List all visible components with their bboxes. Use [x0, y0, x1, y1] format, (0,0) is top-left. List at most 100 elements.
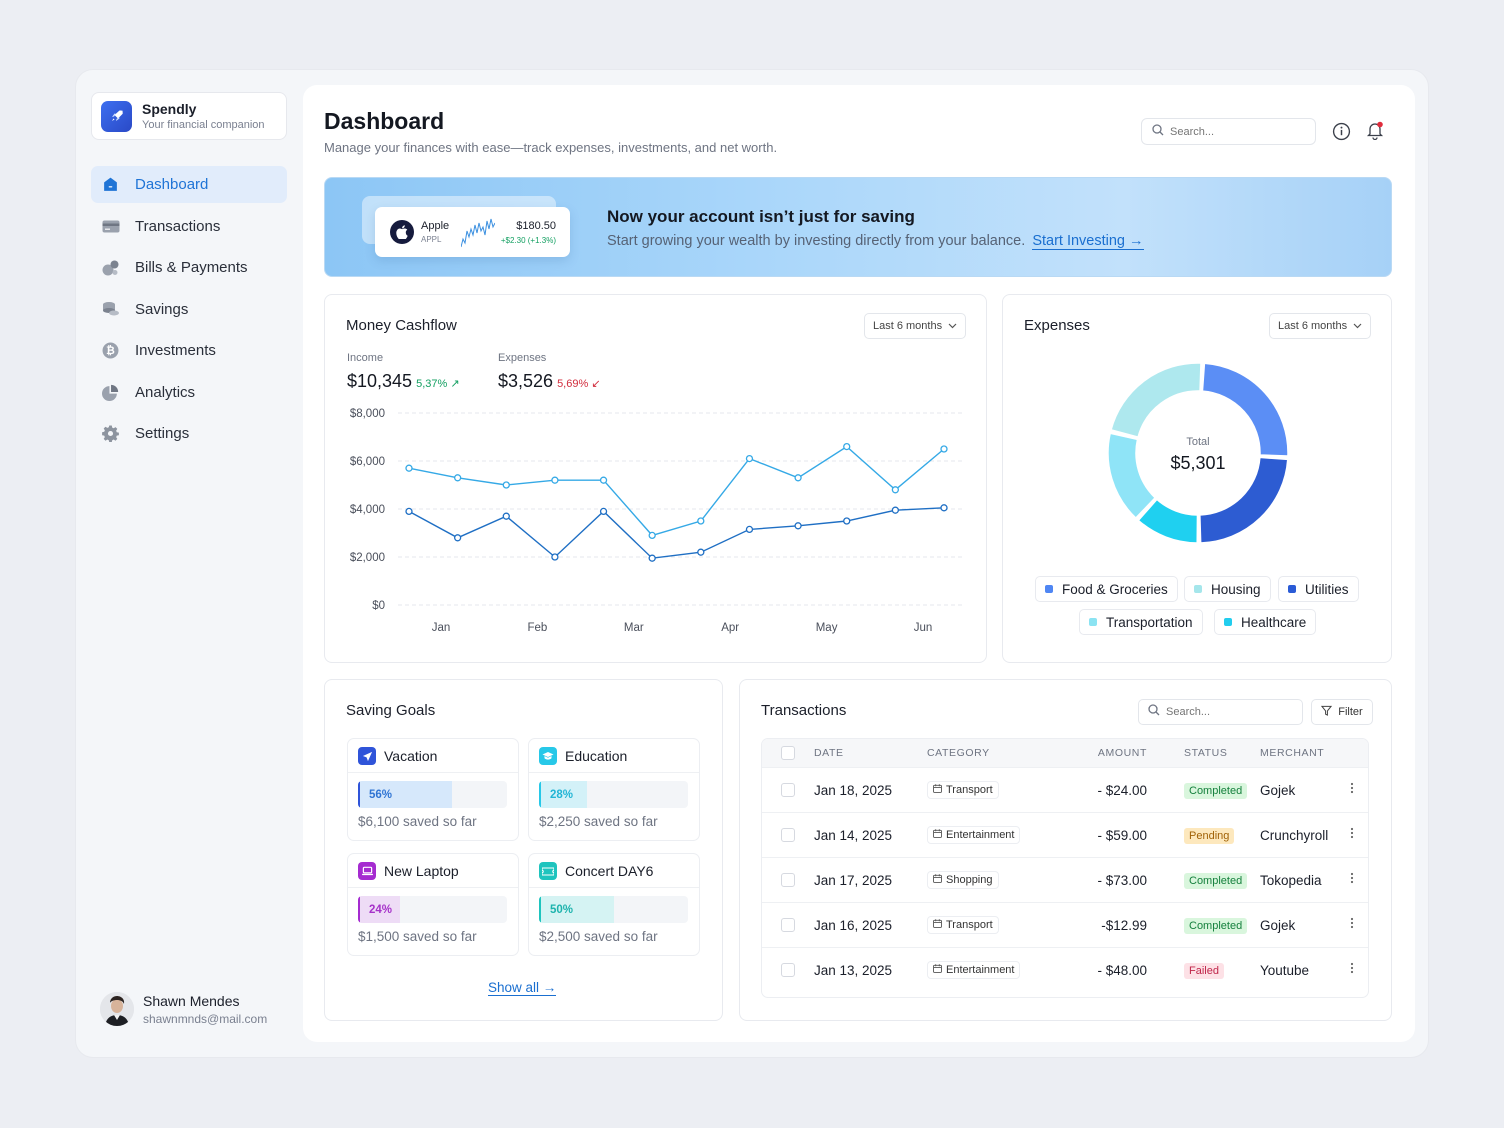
- sidebar-item-label: Dashboard: [135, 176, 209, 193]
- x-tick-label: Jun: [914, 622, 933, 634]
- transactions-search[interactable]: [1138, 699, 1303, 725]
- sidebar-item-analytics[interactable]: Analytics: [91, 374, 287, 411]
- row-checkbox[interactable]: [781, 963, 795, 977]
- income-label: Income: [347, 352, 384, 364]
- more-vertical-icon[interactable]: [1350, 916, 1354, 933]
- chevron-down-icon: [1353, 320, 1362, 332]
- search-input[interactable]: [1166, 706, 1296, 718]
- series-line-1: [408, 445, 945, 537]
- income-change: 5,37% ↗: [416, 378, 459, 390]
- table-header: DATE CATEGORY AMOUNT STATUS MERCHANT: [762, 739, 1368, 767]
- dropdown-value: Last 6 months: [873, 320, 943, 332]
- donut-slice-food-groceries[interactable]: [1201, 362, 1289, 457]
- category-chip: Shopping: [927, 871, 999, 889]
- legend-food-groceries[interactable]: Food & Groceries: [1035, 576, 1178, 602]
- row-checkbox[interactable]: [781, 873, 795, 887]
- tx-date: Jan 18, 2025: [814, 782, 893, 798]
- more-vertical-icon[interactable]: [1350, 781, 1354, 798]
- donut-slice-healthcare[interactable]: [1137, 498, 1199, 544]
- column-category[interactable]: CATEGORY: [927, 747, 990, 759]
- column-date[interactable]: DATE: [814, 747, 844, 759]
- sidebar-item-investments[interactable]: ₿ Investments: [91, 332, 287, 369]
- info-icon[interactable]: [1330, 120, 1352, 142]
- row-checkbox[interactable]: [781, 783, 795, 797]
- legend-label: Transportation: [1106, 614, 1193, 630]
- calendar-icon: [933, 964, 942, 976]
- cashflow-range-dropdown[interactable]: Last 6 months: [864, 313, 967, 339]
- goal-progress: 28%: [539, 781, 688, 808]
- goal-concert[interactable]: Concert DAY6 50% $2,500 saved so far: [528, 853, 700, 956]
- goal-vacation[interactable]: Vacation 56% $6,100 saved so far: [347, 738, 519, 841]
- goal-education[interactable]: Education 28% $2,250 saved so far: [528, 738, 700, 841]
- sidebar-item-savings[interactable]: Savings: [91, 291, 287, 328]
- x-tick-label: May: [816, 622, 838, 634]
- legend-housing[interactable]: Housing: [1184, 576, 1271, 602]
- row-checkbox[interactable]: [781, 918, 795, 932]
- search-input[interactable]: [1170, 125, 1300, 138]
- column-status[interactable]: STATUS: [1184, 747, 1228, 759]
- banner-title: Now your account isn’t just for saving: [607, 207, 915, 226]
- sidebar-item-transactions[interactable]: Transactions: [91, 208, 287, 245]
- more-vertical-icon[interactable]: [1350, 961, 1354, 978]
- donut-slice-utilities[interactable]: [1199, 456, 1289, 544]
- goal-new-laptop[interactable]: New Laptop 24% $1,500 saved so far: [347, 853, 519, 956]
- arrow-down-left-icon: ↙: [591, 378, 601, 390]
- cashflow-title: Money Cashflow: [346, 317, 457, 334]
- table-row[interactable]: Jan 18, 2025 Transport - $24.00 Complete…: [762, 767, 1368, 812]
- cashflow-chart: $8,000 $6,000 $4,000 $2,000 $0 Jan Feb Mar Apr Ma…: [350, 408, 965, 634]
- more-vertical-icon[interactable]: [1350, 871, 1354, 888]
- select-all-checkbox[interactable]: [781, 746, 795, 760]
- user-email: shawnmnds@mail.com: [143, 1011, 268, 1026]
- dropdown-value: Last 6 months: [1278, 320, 1348, 332]
- brand-switcher[interactable]: Spendly Your financial companion: [91, 92, 287, 140]
- data-point: [891, 506, 900, 514]
- sidebar-item-dashboard[interactable]: Dashboard: [91, 166, 287, 203]
- status-badge: Pending: [1184, 827, 1235, 844]
- tx-date: Jan 16, 2025: [814, 917, 893, 933]
- legend-healthcare[interactable]: Healthcare: [1214, 609, 1317, 635]
- category-label: Entertainment: [946, 964, 1015, 976]
- data-point: [453, 534, 462, 542]
- legend-swatch: [1224, 618, 1232, 626]
- legend-swatch: [1194, 585, 1202, 593]
- y-tick-label: $0: [372, 600, 385, 612]
- legend-swatch: [1288, 585, 1296, 593]
- show-all-link[interactable]: Show all →: [488, 980, 557, 996]
- sidebar-item-settings[interactable]: Settings: [91, 415, 287, 452]
- header-search[interactable]: [1141, 118, 1316, 145]
- donut-slice-housing[interactable]: [1110, 362, 1202, 438]
- x-tick-label: Jan: [432, 622, 451, 634]
- more-vertical-icon[interactable]: [1350, 826, 1354, 843]
- table-body: Jan 18, 2025 Transport - $24.00 Complete…: [762, 767, 1368, 992]
- legend-transportation[interactable]: Transportation: [1079, 609, 1203, 635]
- brand-name: Spendly: [142, 101, 197, 117]
- filter-label: Filter: [1338, 706, 1363, 718]
- row-checkbox[interactable]: [781, 828, 795, 842]
- expenses-range-dropdown[interactable]: Last 6 months: [1269, 313, 1372, 339]
- goal-progress-fill: [539, 781, 587, 808]
- table-row[interactable]: Jan 16, 2025 Transport -$12.99 Completed…: [762, 902, 1368, 947]
- expenses-change: 5,69% ↙: [557, 378, 600, 390]
- start-investing-link[interactable]: Start Investing →: [1032, 233, 1144, 250]
- filter-button[interactable]: Filter: [1311, 699, 1373, 725]
- data-point: [502, 512, 510, 520]
- legend-utilities[interactable]: Utilities: [1278, 576, 1359, 602]
- donut-slice-transportation[interactable]: [1107, 432, 1156, 519]
- goal-name: New Laptop: [384, 863, 459, 879]
- column-amount[interactable]: AMOUNT: [1097, 747, 1147, 759]
- column-merchant[interactable]: MERCHANT: [1260, 747, 1325, 759]
- stock-card[interactable]: Apple APPL $180.50 +$2.30 (+1.3%): [375, 207, 570, 257]
- table-row[interactable]: Jan 13, 2025 Entertainment - $48.00 Fail…: [762, 947, 1368, 992]
- sidebar: Spendly Your financial companion Dashboa…: [76, 70, 302, 1057]
- y-tick-label: $4,000: [350, 504, 385, 516]
- table-row[interactable]: Jan 17, 2025 Shopping - $73.00 Completed…: [762, 857, 1368, 902]
- goal-saved: $1,500 saved so far: [358, 929, 477, 944]
- table-row[interactable]: Jan 14, 2025 Entertainment - $59.00 Pend…: [762, 812, 1368, 857]
- user-profile[interactable]: Shawn Mendes shawnmnds@mail.com: [100, 992, 267, 1026]
- goal-progress-fill: [358, 896, 400, 923]
- bell-icon[interactable]: [1364, 119, 1386, 141]
- sidebar-item-label: Savings: [135, 300, 189, 318]
- data-point: [697, 517, 705, 525]
- sidebar-item-bills[interactable]: Bills & Payments: [91, 249, 287, 286]
- saving-goals-title: Saving Goals: [346, 702, 436, 719]
